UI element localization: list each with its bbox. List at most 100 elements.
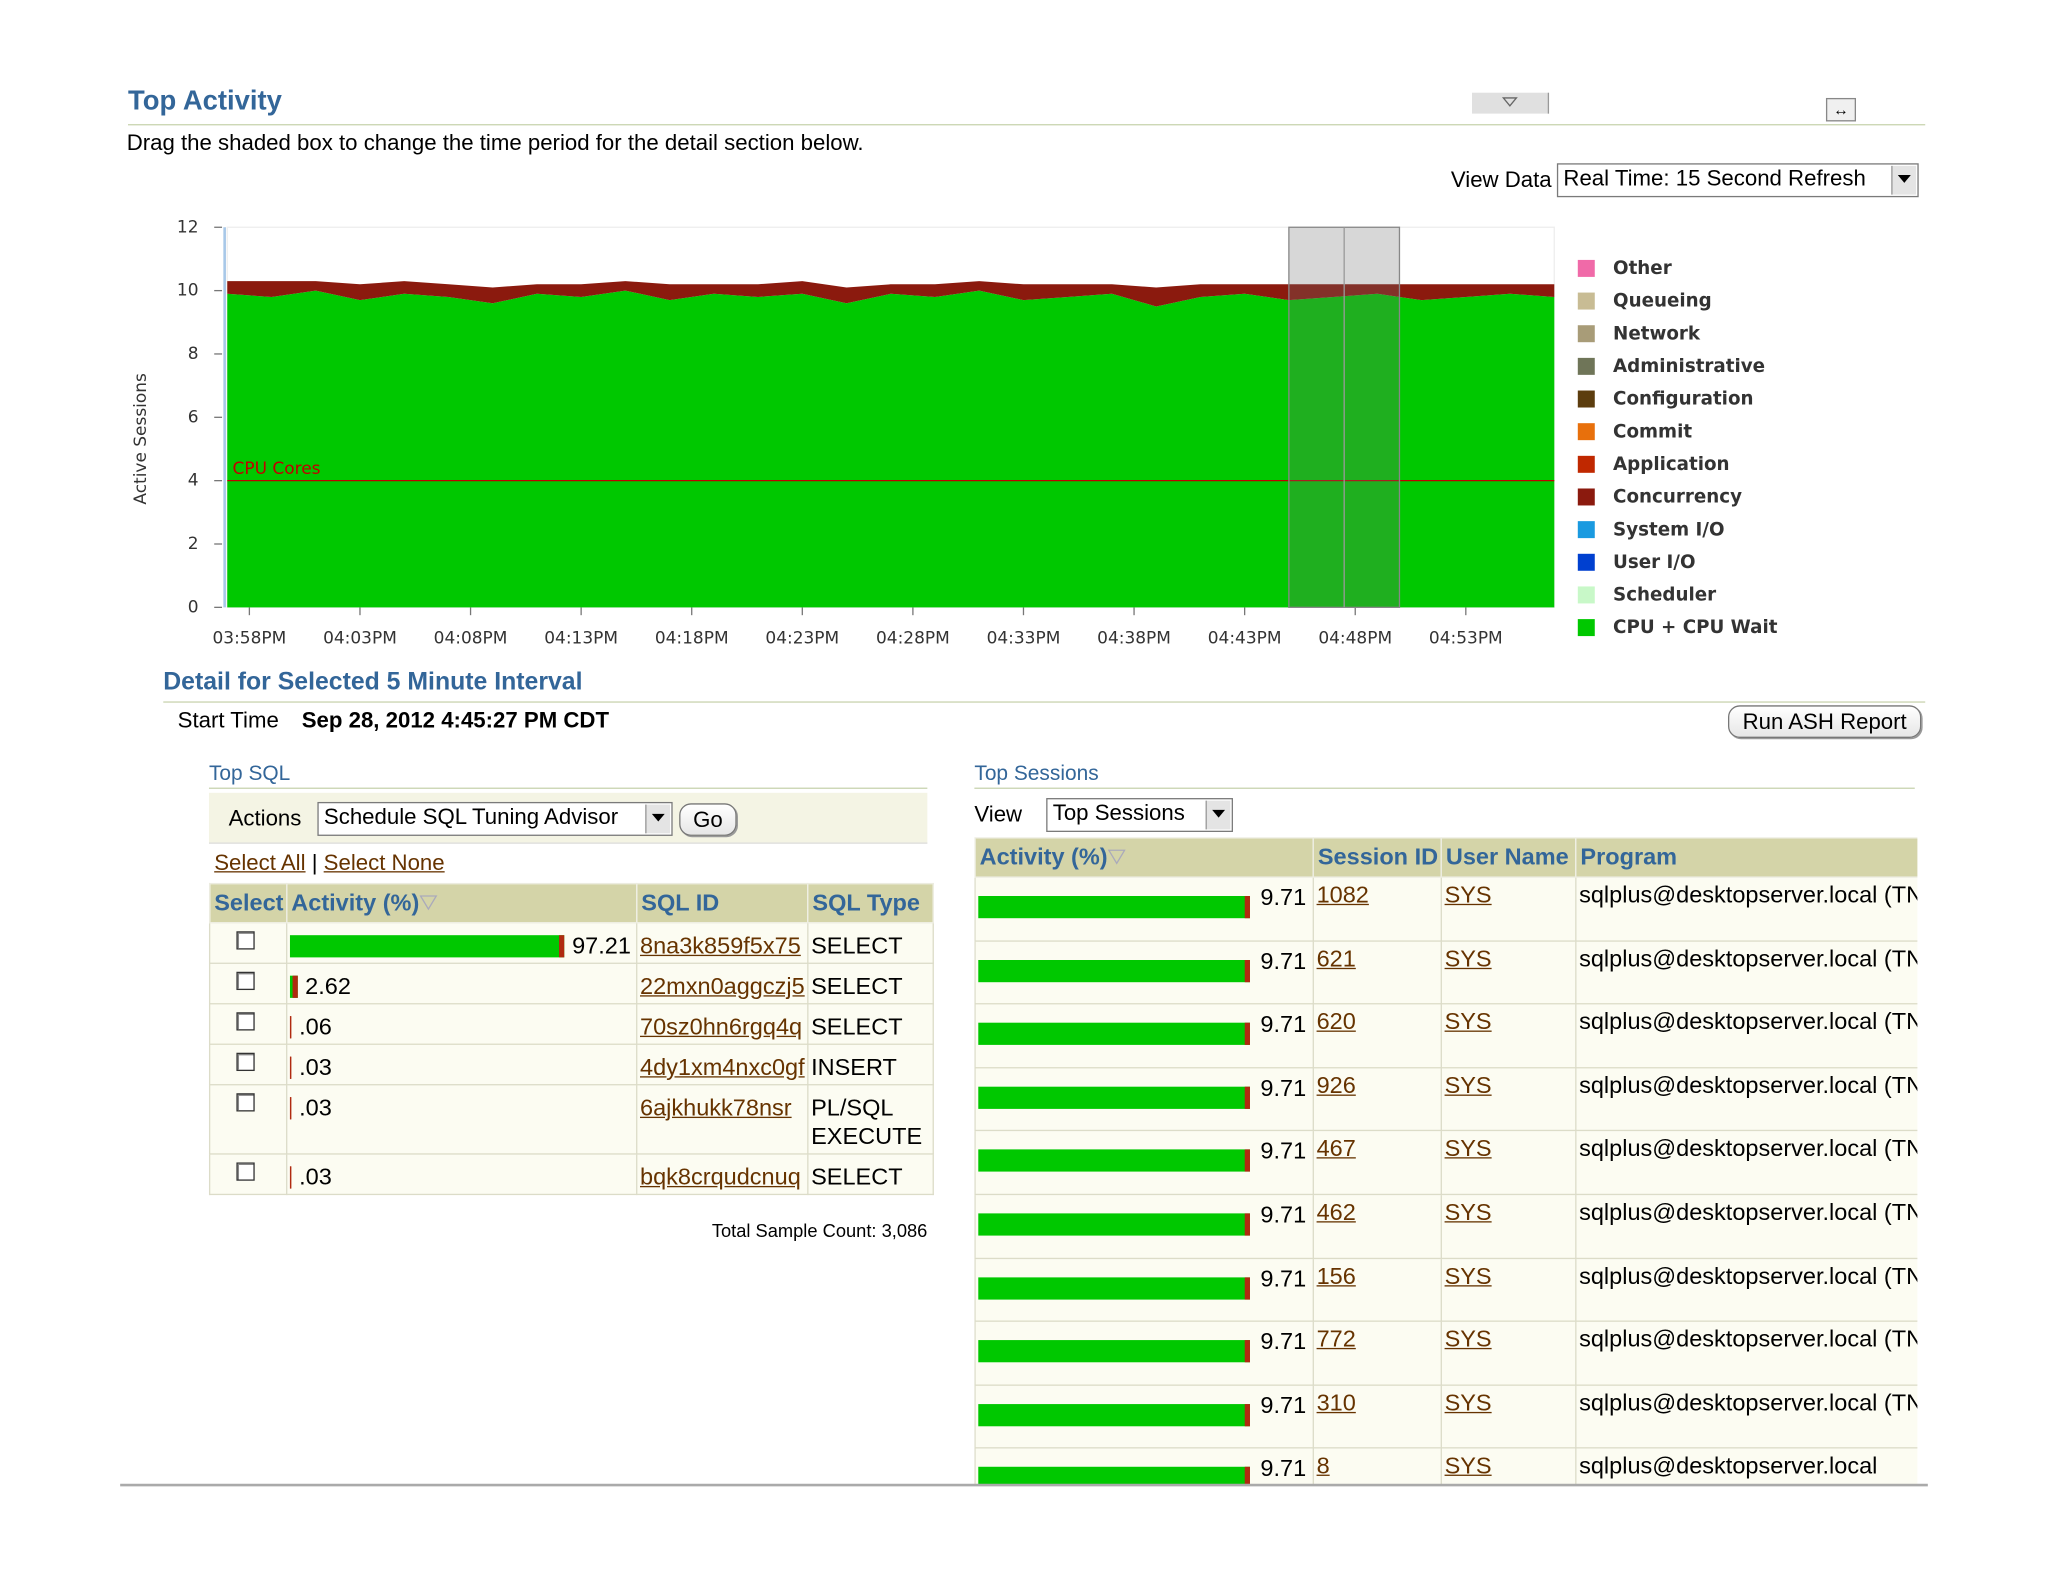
activity-bar: [289, 1015, 292, 1038]
row-checkbox[interactable]: [236, 1093, 255, 1112]
session-id-link[interactable]: 8: [1316, 1452, 1330, 1479]
legend-swatch: [1577, 259, 1595, 277]
user-link[interactable]: SYS: [1444, 1389, 1492, 1416]
view-data-select[interactable]: Real Time: 15 Second Refresh: [1556, 163, 1919, 198]
row-checkbox[interactable]: [236, 1052, 255, 1072]
session-row: 9.71 8 SYS sqlplus@desktopserver.local: [974, 1447, 1918, 1486]
activity-label: 9.71: [1260, 1201, 1307, 1228]
session-id-cell: 926: [1312, 1066, 1442, 1132]
header-row: Select Activity (%) SQL ID SQL Type: [208, 882, 934, 924]
sql-id-link[interactable]: 6ajkhukk78nsr: [639, 1094, 792, 1121]
activity-cell: 9.71: [978, 1137, 1310, 1173]
column-header[interactable]: Activity (%): [286, 882, 638, 924]
actions-select[interactable]: Schedule SQL Tuning Advisor: [317, 801, 673, 836]
legend-label: User I/O: [1613, 552, 1695, 573]
view-select[interactable]: Top Sessions: [1046, 798, 1233, 832]
area-series: [227, 281, 1555, 307]
program-cell: sqlplus@desktopserver.local (TNS V1-V3): [1575, 1320, 1918, 1386]
column-header-text: Session ID: [1317, 843, 1439, 870]
sql-id-link[interactable]: 4dy1xm4nxc0gf: [639, 1054, 805, 1081]
view-data-label: View Data: [1450, 167, 1552, 192]
column-header-text: Select: [214, 889, 284, 916]
activity-cell: .06: [289, 1012, 634, 1041]
session-id-link[interactable]: 156: [1316, 1262, 1356, 1289]
y-tick-label: 2: [188, 534, 199, 554]
activity-cell: 9.71: [978, 1264, 1310, 1300]
session-id-link[interactable]: 467: [1316, 1135, 1356, 1162]
user-link[interactable]: SYS: [1444, 1008, 1492, 1035]
collapse-widget[interactable]: [1471, 92, 1550, 114]
start-time-label: Start Time: [177, 707, 279, 733]
row-checkbox[interactable]: [236, 1012, 255, 1031]
session-id-cell: 467: [1312, 1130, 1442, 1196]
footer-rule: [120, 1483, 1928, 1487]
session-id-link[interactable]: 772: [1316, 1325, 1356, 1353]
select-cell: [208, 1084, 288, 1155]
top-sessions-table: Activity (%) Session ID User Name Program 9.…: [974, 837, 1918, 1486]
x-tick-label: 04:18PM: [655, 629, 729, 649]
row-checkbox[interactable]: [236, 1162, 255, 1181]
row-checkbox[interactable]: [236, 931, 255, 950]
sql-type-cell: SELECT: [807, 962, 934, 1005]
session-id-link[interactable]: 621: [1316, 945, 1356, 972]
activity-td: .03: [286, 1084, 638, 1155]
top-sql-table: Select Activity (%) SQL ID SQL Type 97.21 8na…: [208, 882, 934, 1196]
legend-swatch: [1577, 619, 1595, 637]
column-header[interactable]: Activity (%): [974, 837, 1314, 878]
session-id-cell: 772: [1312, 1320, 1442, 1386]
x-tick-label: 04:28PM: [876, 629, 950, 649]
user-link[interactable]: SYS: [1444, 1198, 1492, 1226]
select-all-link[interactable]: Select All: [214, 850, 306, 876]
activity-bar: [289, 1165, 292, 1188]
session-id-link[interactable]: 1082: [1316, 881, 1369, 908]
activity-bar: [289, 975, 298, 998]
activity-label: 9.71: [1260, 1455, 1307, 1482]
user-link[interactable]: SYS: [1444, 1452, 1492, 1479]
user-link[interactable]: SYS: [1444, 1325, 1492, 1353]
resize-icon[interactable]: ↔: [1825, 97, 1856, 122]
activity-td: 97.21: [286, 922, 638, 964]
user-cell: SYS: [1440, 1130, 1577, 1196]
user-cell: SYS: [1440, 1193, 1577, 1259]
user-link[interactable]: SYS: [1444, 1072, 1492, 1099]
x-tick-label: 04:43PM: [1208, 629, 1282, 649]
activity-label: 9.71: [1260, 884, 1307, 911]
session-id-link[interactable]: 462: [1316, 1198, 1356, 1226]
sql-type-cell: INSERT: [807, 1043, 934, 1086]
activity-cell: 2.62: [289, 972, 634, 1001]
sql-id-link[interactable]: 70sz0hn6rgq4q: [639, 1013, 803, 1040]
session-id-cell: 310: [1312, 1384, 1442, 1449]
activity-label: 9.71: [1260, 1074, 1307, 1101]
run-ash-report-button[interactable]: Run ASH Report: [1727, 705, 1922, 738]
sql-id-link[interactable]: 22mxn0aggczj5: [639, 973, 805, 1000]
row-checkbox[interactable]: [236, 971, 255, 991]
activity-label: 9.71: [1260, 947, 1307, 974]
go-button[interactable]: Go: [679, 803, 737, 836]
activity-chart[interactable]: Active Sessions 0 2 4 6 8 10 12 03:58PM 04:03PM 04…: [0, 0, 2048, 660]
session-id-link[interactable]: 310: [1316, 1389, 1356, 1416]
legend-label: Concurrency: [1613, 487, 1742, 508]
user-cell: SYS: [1440, 1447, 1577, 1486]
column-header: Select: [208, 882, 288, 924]
sql-row: .03 6ajkhukk78nsr PL/SQL EXECUTE: [208, 1084, 934, 1155]
sql-id-link[interactable]: 8na3k859f5x75: [639, 932, 801, 959]
sql-id-cell: 8na3k859f5x75: [636, 922, 809, 964]
sql-id-link[interactable]: bqk8crqudcnuq: [639, 1163, 801, 1190]
select-none-link[interactable]: Select None: [323, 850, 445, 876]
user-link[interactable]: SYS: [1444, 1262, 1492, 1289]
session-id-link[interactable]: 620: [1316, 1008, 1356, 1035]
activity-bar: [978, 1276, 1250, 1300]
program-cell: sqlplus@desktopserver.local (TNS V1-V3): [1575, 1384, 1918, 1449]
x-tick-label: 04:53PM: [1429, 629, 1503, 649]
legend-swatch: [1577, 357, 1595, 375]
legend-swatch: [1577, 586, 1595, 604]
activity-td: 9.71: [974, 1130, 1314, 1196]
user-link[interactable]: SYS: [1444, 945, 1492, 972]
session-id-link[interactable]: 926: [1316, 1072, 1356, 1099]
user-link[interactable]: SYS: [1444, 881, 1492, 908]
user-link[interactable]: SYS: [1444, 1135, 1492, 1162]
activity-cell: 9.71: [978, 946, 1310, 982]
sort-icon: [419, 895, 438, 911]
select-cell: [208, 1003, 288, 1045]
